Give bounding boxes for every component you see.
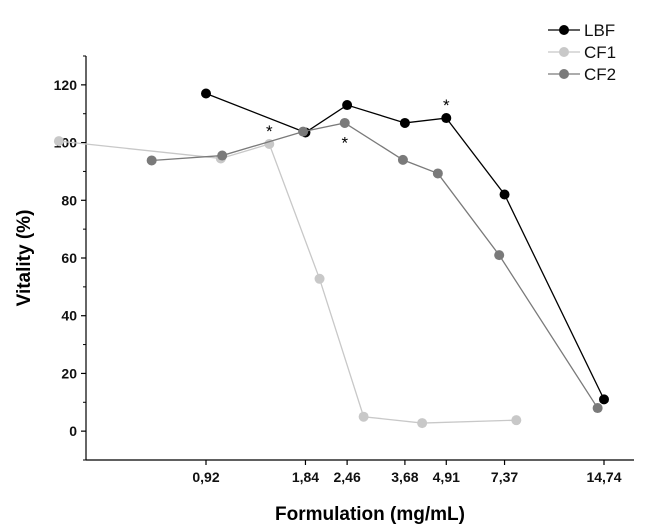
y-tick-label-60: 60 xyxy=(61,250,77,266)
y-tick-label-120: 120 xyxy=(54,77,78,93)
series-lbf xyxy=(201,88,609,405)
x-tick-label-14,74: 14,74 xyxy=(586,469,621,485)
legend-label-cf2: CF2 xyxy=(584,65,616,84)
data-point-cf2-7 xyxy=(592,403,603,414)
significance-mark-0: * xyxy=(266,122,273,141)
data-point-cf1-4 xyxy=(358,411,369,422)
data-point-cf2-3 xyxy=(339,117,350,128)
legend-item-cf2: CF2 xyxy=(548,65,616,84)
series-cf1 xyxy=(53,136,522,429)
legend-label-lbf: LBF xyxy=(584,21,615,40)
legend-label-cf1: CF1 xyxy=(584,43,616,62)
legend: LBF CF1 CF2 xyxy=(548,21,616,84)
data-point-cf2-0 xyxy=(146,155,157,166)
x-axis-title: Formulation (mg/mL) xyxy=(275,504,465,525)
series-cf2 xyxy=(146,117,603,414)
data-point-cf2-1 xyxy=(217,150,228,161)
y-axis-title: Vitality (%) xyxy=(14,210,35,307)
data-point-lbf-4 xyxy=(441,113,452,124)
data-point-cf1-0 xyxy=(53,136,64,147)
x-tick-label-2,46: 2,46 xyxy=(333,469,360,485)
series-layer xyxy=(53,88,609,429)
series-line-cf2 xyxy=(151,122,599,409)
data-point-cf2-5 xyxy=(432,168,443,179)
x-tick-label-3,68: 3,68 xyxy=(391,469,418,485)
significance-mark-2: * xyxy=(443,96,450,115)
x-tick-label-4,91: 4,91 xyxy=(433,469,460,485)
annotation-layer: * * * xyxy=(266,96,450,153)
series-line-cf1 xyxy=(58,140,517,424)
x-ticks: 0,92 1,84 2,46 3,68 4,91 7,37 14,74 xyxy=(192,460,622,485)
data-point-lbf-3 xyxy=(399,117,410,128)
x-tick-label-1,84: 1,84 xyxy=(292,469,319,485)
y-tick-label-20: 20 xyxy=(61,365,77,381)
data-point-cf1-5 xyxy=(417,418,428,429)
legend-item-cf1: CF1 xyxy=(548,43,616,62)
data-point-cf2-4 xyxy=(397,154,408,165)
data-point-cf2-6 xyxy=(494,250,505,261)
legend-marker-lbf xyxy=(559,25,569,35)
data-point-cf1-3 xyxy=(314,273,325,284)
legend-marker-cf2 xyxy=(559,69,569,79)
data-point-lbf-2 xyxy=(342,100,353,111)
y-tick-label-80: 80 xyxy=(61,192,77,208)
data-point-lbf-6 xyxy=(599,394,609,405)
data-point-cf2-2 xyxy=(298,126,309,137)
data-point-lbf-5 xyxy=(499,189,510,200)
y-tick-label-0: 0 xyxy=(69,423,77,439)
x-tick-label-7,37: 7,37 xyxy=(491,469,518,485)
legend-marker-cf1 xyxy=(559,47,569,57)
legend-item-lbf: LBF xyxy=(548,21,615,40)
significance-mark-1: * xyxy=(341,134,348,153)
y-tick-label-40: 40 xyxy=(61,308,77,324)
x-tick-label-0,92: 0,92 xyxy=(192,469,219,485)
data-point-cf1-6 xyxy=(511,415,522,426)
chart-axes xyxy=(85,56,634,461)
data-point-lbf-0 xyxy=(201,88,211,99)
